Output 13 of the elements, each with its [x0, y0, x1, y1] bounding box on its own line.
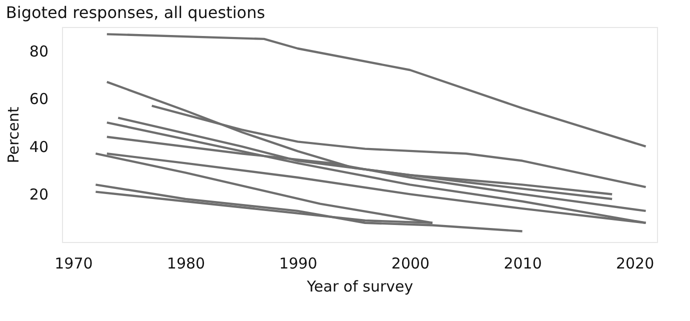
y-tick-label: 20: [29, 186, 48, 204]
y-tick-label: 80: [29, 42, 48, 60]
x-tick-label: 2000: [391, 254, 430, 272]
x-tick-label: 1970: [54, 254, 93, 272]
x-axis-title: Year of survey: [306, 278, 414, 296]
x-tick-label: 1990: [279, 254, 318, 272]
x-tick-label: 2010: [504, 254, 542, 272]
x-tick-label: 1980: [166, 254, 206, 272]
y-axis-title: Percent: [4, 106, 22, 164]
x-tick-label: 2020: [616, 254, 654, 272]
y-tick-label: 60: [29, 90, 48, 108]
chart-title: Bigoted responses, all questions: [6, 3, 266, 22]
y-tick-label: 40: [29, 138, 48, 156]
